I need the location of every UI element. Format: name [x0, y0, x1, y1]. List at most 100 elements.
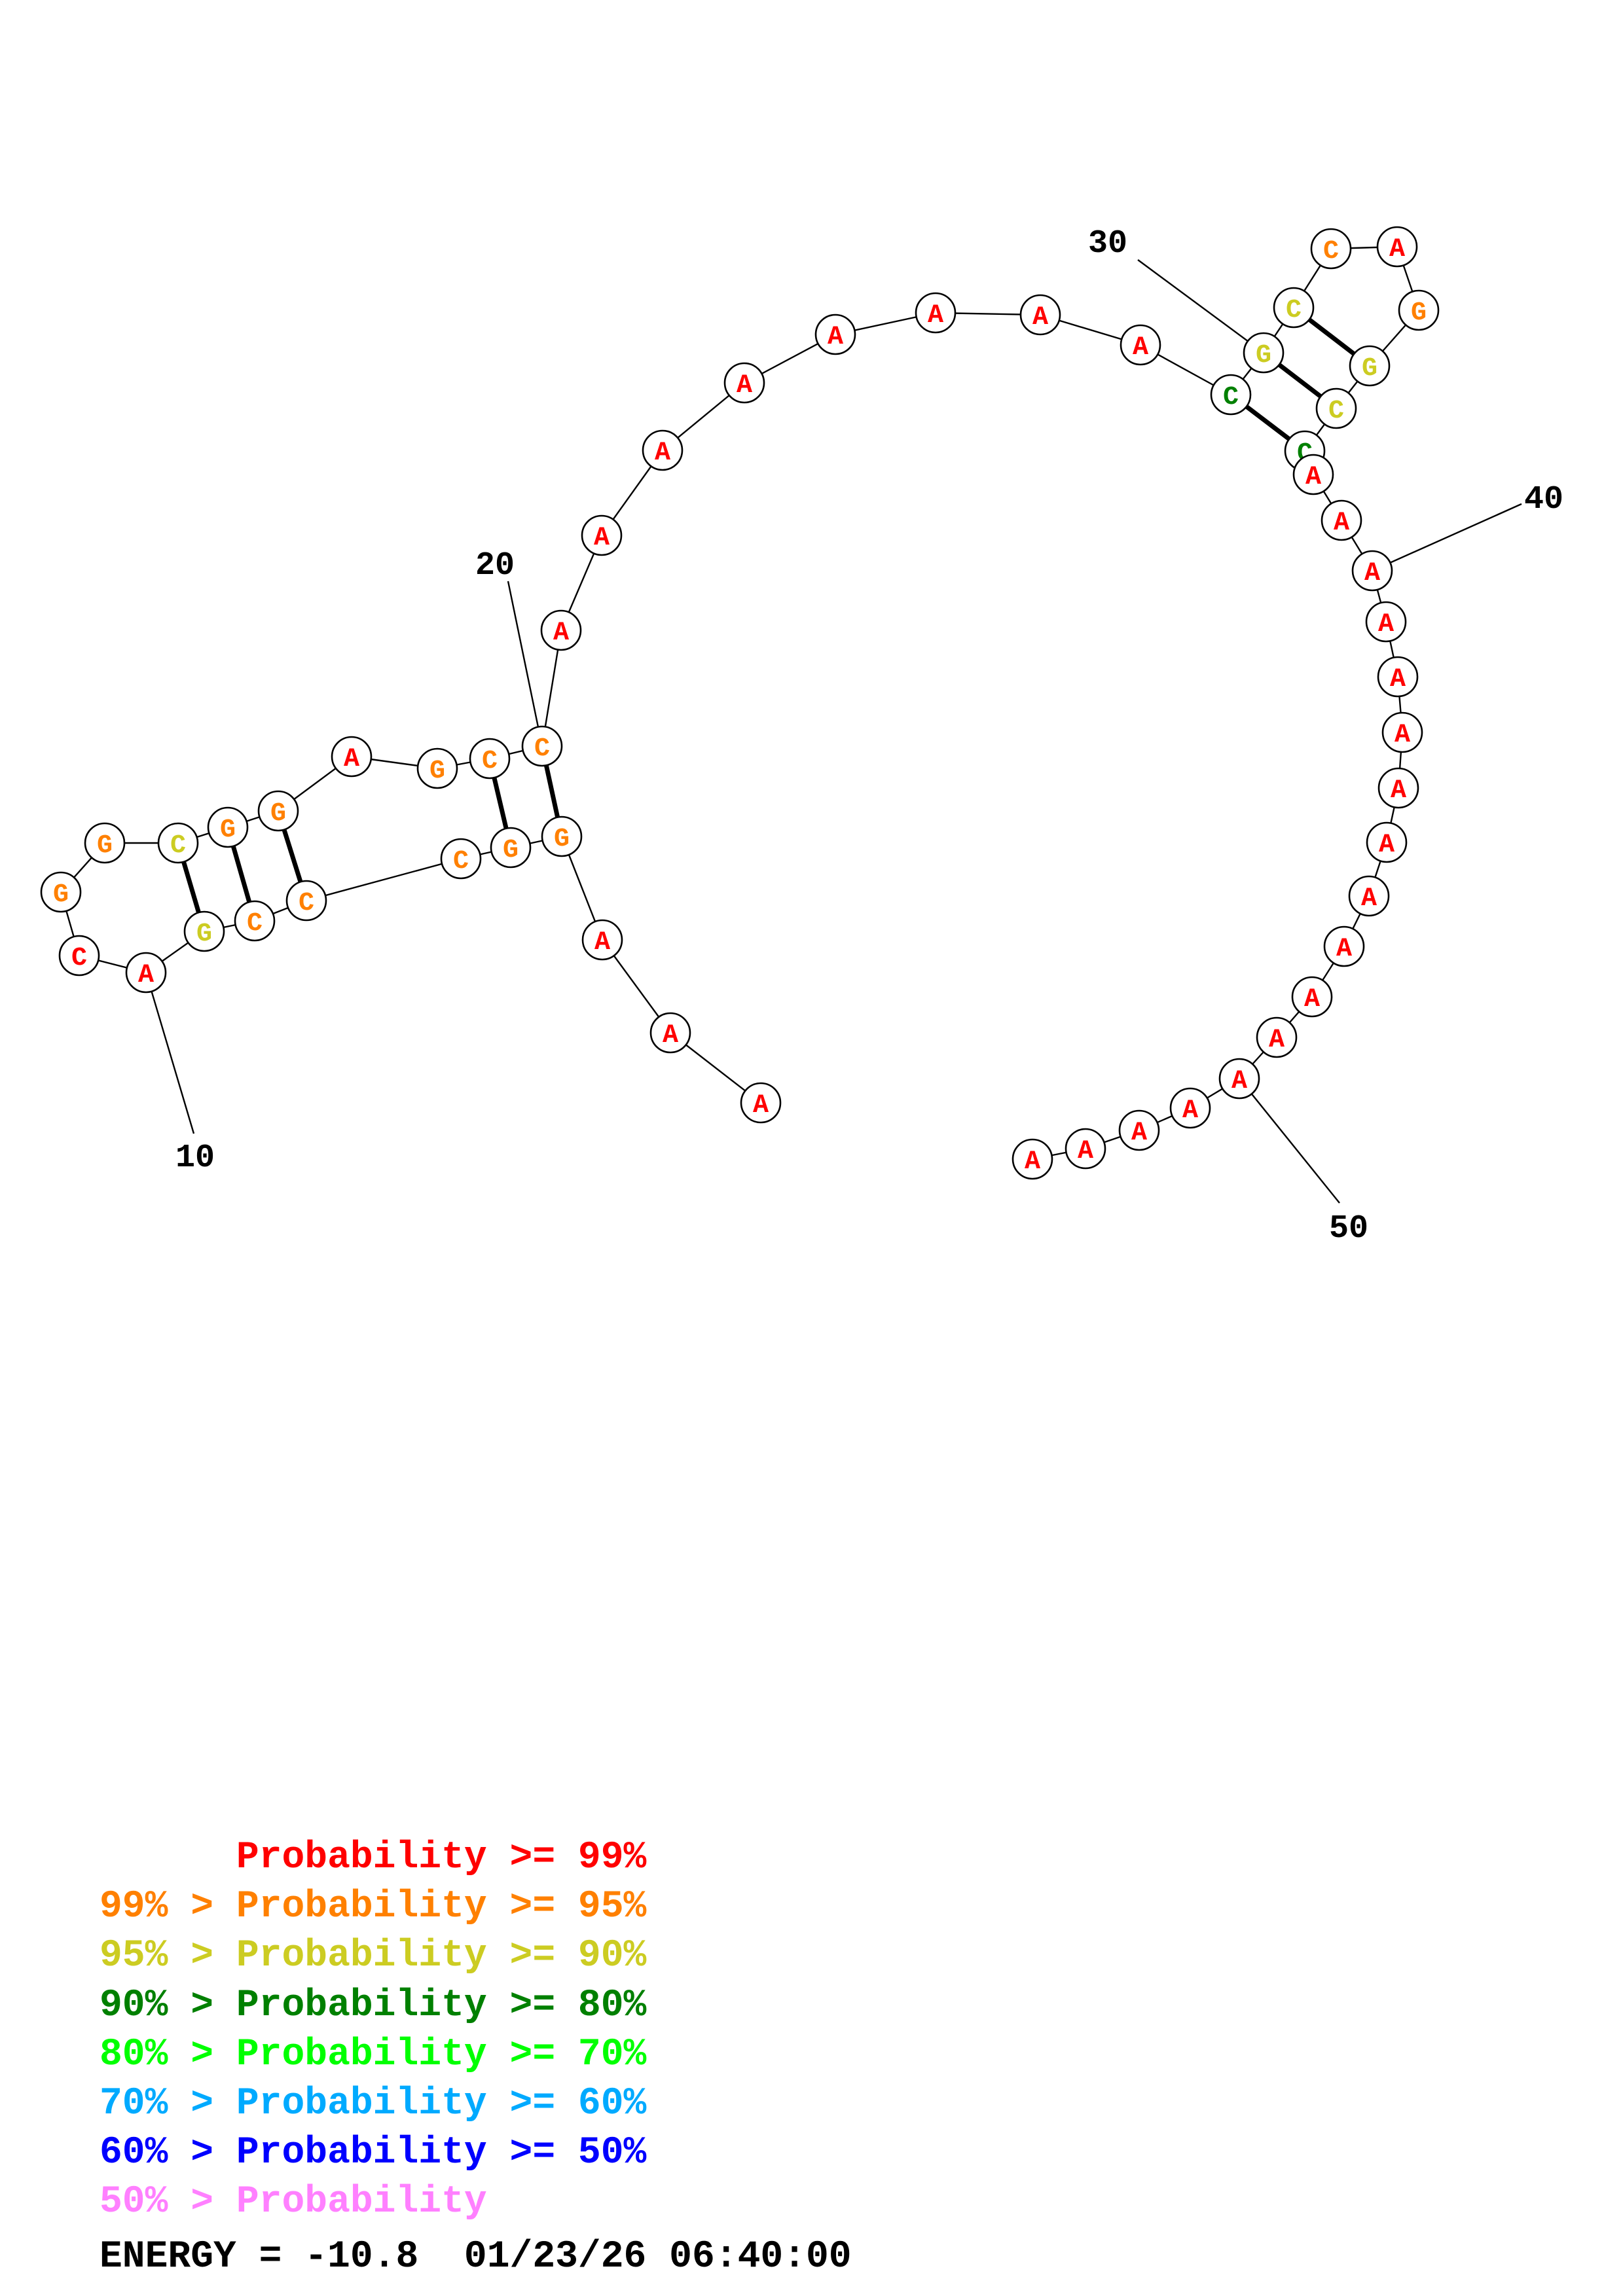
timestamp: 01/23/26 06:40:00: [464, 2236, 852, 2278]
nucleotide-43: A: [1381, 711, 1423, 753]
nucleotide-letter: A: [1304, 985, 1320, 1014]
nucleotide-50: A: [1218, 1058, 1260, 1100]
nucleotide-letter: A: [1395, 721, 1410, 750]
base-pair-30-36: [1277, 363, 1322, 399]
legend-row: Probability >= 99%: [100, 1839, 647, 1877]
position-label-40: 40: [1524, 481, 1563, 518]
nucleotide-letter: A: [655, 439, 670, 468]
nucleotide-letter: A: [1391, 776, 1406, 806]
nucleotide-52: A: [1118, 1109, 1160, 1151]
backbone-segment: [306, 857, 462, 902]
nucleotide-circle: [490, 827, 532, 869]
nucleotide-letter: A: [1390, 665, 1406, 694]
nucleotide-39: A: [1321, 499, 1362, 541]
nucleotide-letter: A: [1378, 610, 1394, 639]
nucleotide-30: G: [1243, 332, 1285, 374]
nucleotide-28: A: [1120, 324, 1161, 366]
nucleotide-letter: G: [554, 825, 570, 854]
nucleotide-49: A: [1256, 1016, 1298, 1058]
tick-20: [507, 581, 543, 747]
nucleotide-letter: C: [247, 909, 263, 939]
nucleotide-11: C: [58, 935, 100, 977]
nucleotide-letter: A: [594, 524, 610, 553]
nucleotide-44: A: [1377, 767, 1419, 809]
nucleotide-45: A: [1366, 821, 1408, 863]
nucleotide-letter: A: [1379, 831, 1395, 860]
nucleotide-32: C: [1310, 228, 1352, 270]
nucleotide-16: G: [257, 790, 299, 832]
nucleotide-41: A: [1365, 601, 1407, 643]
nucleotide-46: A: [1348, 875, 1390, 917]
nucleotide-40: A: [1351, 550, 1393, 592]
base-pair-9-14: [181, 861, 201, 914]
nucleotide-3: A: [581, 919, 623, 961]
nucleotide-circle: [440, 838, 482, 880]
nucleotide-22: A: [581, 514, 623, 556]
legend-text: Probability: [236, 2181, 487, 2223]
nucleotide-letter: G: [1256, 341, 1271, 370]
nucleotide-letter: A: [753, 1091, 769, 1121]
nucleotide-circle: [581, 919, 623, 961]
nucleotide-circle: [1366, 821, 1408, 863]
nucleotide-letter: A: [1133, 333, 1148, 363]
nucleotide-27: A: [1019, 294, 1061, 336]
nucleotide-letter: C: [71, 944, 87, 973]
legend-prefix: 70% >: [100, 2083, 236, 2125]
nucleotide-13: G: [84, 822, 126, 864]
nucleotide-letter: G: [196, 920, 212, 949]
nucleotide-circle: [183, 910, 225, 952]
nucleotide-26: A: [915, 292, 957, 334]
nucleotide-circle: [541, 816, 583, 857]
legend-row: 50% > Probability: [100, 2183, 487, 2221]
legend-text: Probability >= 60%: [236, 2083, 647, 2125]
nucleotide-circle: [1381, 711, 1423, 753]
legend-row: 80% > Probability >= 70%: [100, 2036, 646, 2074]
nucleotide-letter: A: [344, 745, 359, 774]
nucleotide-48: A: [1291, 976, 1333, 1018]
nucleotide-letter: C: [534, 734, 550, 764]
nucleotide-1: A: [740, 1082, 782, 1124]
nucleotide-23: A: [642, 429, 684, 471]
nucleotide-letter: A: [138, 961, 154, 990]
legend-text: Probability >= 70%: [236, 2034, 647, 2076]
base-pair-29-37: [1245, 404, 1291, 441]
tick-40: [1372, 503, 1522, 572]
nucleotide-letter: A: [1131, 1119, 1147, 1148]
legend-text: Probability >= 80%: [236, 1984, 647, 2027]
nucleotide-circle: [1273, 287, 1315, 329]
base-pair-7-16: [282, 829, 303, 883]
nucleotide-letter: G: [1362, 354, 1377, 384]
nucleotide-circle: [1210, 374, 1252, 416]
nucleotide-51: A: [1169, 1087, 1211, 1129]
nucleotide-4: G: [541, 816, 583, 857]
legend-row: 70% > Probability >= 60%: [100, 2085, 646, 2123]
nucleotide-circle: [1310, 228, 1352, 270]
nucleotide-circle: [1019, 294, 1061, 336]
nucleotide-circle: [723, 362, 765, 404]
nucleotide-5: G: [490, 827, 532, 869]
footer: ENERGY = -10.8 01/23/26 06:40:00: [100, 2238, 852, 2276]
nucleotide-letter: A: [1361, 884, 1377, 914]
nucleotide-17: A: [331, 736, 373, 778]
nucleotide-letter: A: [594, 928, 610, 958]
position-label-50: 50: [1329, 1210, 1368, 1247]
nucleotide-circle: [1365, 601, 1407, 643]
nucleotide-circle: [469, 738, 511, 780]
nucleotide-circle: [1348, 875, 1390, 917]
base-pair-4-20: [543, 764, 560, 818]
nucleotide-circle: [642, 429, 684, 471]
nucleotide-letter: A: [1182, 1096, 1198, 1126]
nucleotide-circle: [1376, 226, 1418, 268]
base-pair-8-15: [230, 845, 252, 903]
nucleotide-42: A: [1377, 656, 1419, 698]
nucleotide-letter: C: [1328, 397, 1344, 426]
nucleotide-letter: C: [1223, 383, 1239, 412]
position-ticks: 10 20 30 40 50: [145, 225, 1563, 1247]
nucleotide-circle: [1315, 387, 1357, 429]
nucleotide-circle: [1377, 656, 1419, 698]
nucleotide-14: C: [157, 822, 199, 864]
nucleotide-circle: [1323, 925, 1365, 967]
nucleotide-53: A: [1065, 1128, 1106, 1170]
nucleotide-circle: [740, 1082, 782, 1124]
